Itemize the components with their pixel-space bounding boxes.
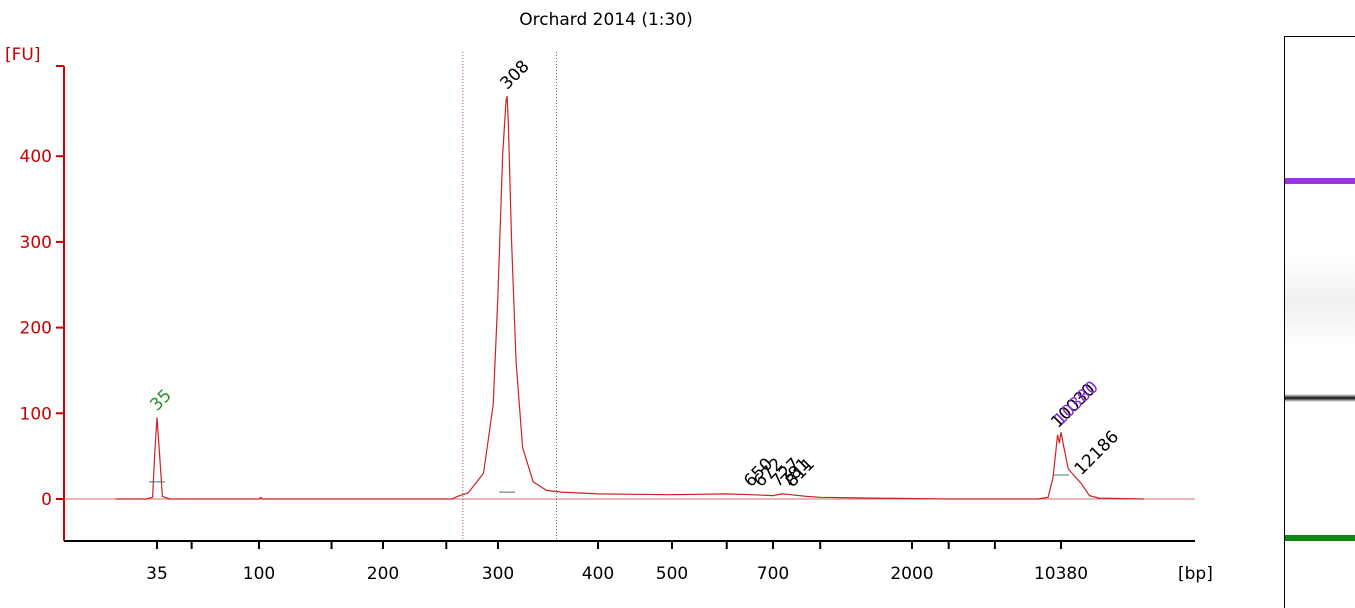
- x-tick-label: 300: [482, 564, 514, 584]
- gel-image: [1284, 36, 1355, 608]
- y-axis-label: [FU]: [5, 45, 41, 65]
- x-tick-label: 10380: [1034, 564, 1088, 584]
- electropherogram-trace: [115, 96, 1144, 500]
- y-tick-label: 100: [20, 404, 52, 424]
- y-tick-label: 0: [41, 490, 52, 510]
- y-tick-label: 200: [20, 319, 52, 339]
- x-tick-label: 200: [367, 564, 399, 584]
- x-axis-label: [bp]: [1178, 564, 1213, 584]
- gel-smear-band: [1285, 257, 1355, 347]
- electropherogram: Orchard 2014 (1:30) [FU] [bp] 0 100 200 300…: [5, 10, 1213, 584]
- gel-upper-marker-band: [1285, 178, 1355, 184]
- x-tick-label: 35: [146, 564, 168, 584]
- peak-label: 35: [146, 386, 175, 415]
- x-tick-label: 700: [757, 564, 789, 584]
- gel-lower-marker-band: [1285, 535, 1355, 541]
- y-tick-label: 300: [20, 233, 52, 253]
- x-tick-label: 500: [656, 564, 688, 584]
- gel-dna-band: [1285, 394, 1355, 402]
- x-tick-label: 2000: [890, 564, 933, 584]
- y-tick-label: 400: [20, 147, 52, 167]
- x-tick-label: 100: [243, 564, 275, 584]
- peak-label: 308: [497, 57, 534, 94]
- peak-label: 10380: [1050, 377, 1102, 429]
- peak-label: 12186: [1071, 427, 1123, 479]
- x-tick-label: 400: [582, 564, 614, 584]
- chart-title: Orchard 2014 (1:30): [519, 10, 693, 30]
